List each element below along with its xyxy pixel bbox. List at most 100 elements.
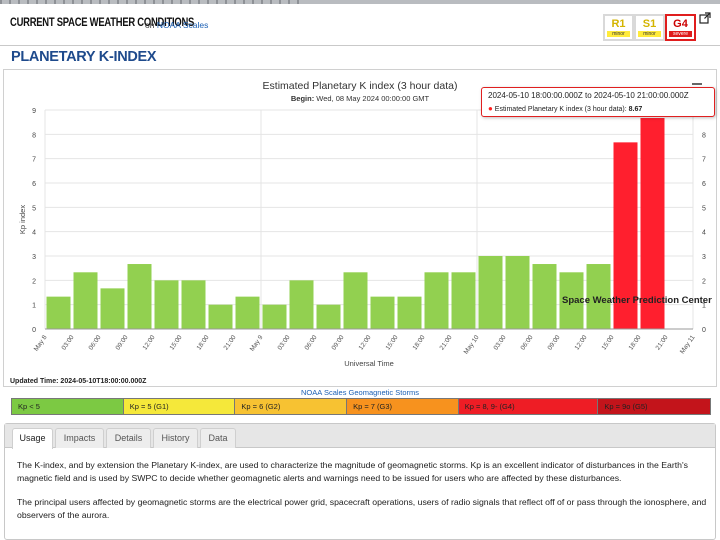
y-tick-label-right: 6 (702, 181, 706, 188)
x-tick-label: May 11 (679, 334, 697, 355)
scale-g4-badge[interactable]: G4 severe (665, 14, 696, 41)
tooltip-series-dot-icon: ● (488, 104, 493, 113)
y-tick-label: 3 (32, 254, 36, 261)
kp-bar[interactable] (289, 280, 314, 329)
kp-bar[interactable] (46, 296, 71, 329)
legend-item: Kp = 7 (G3) (347, 399, 459, 414)
x-tick-label: 18:00 (628, 334, 643, 352)
x-tick-label: 21:00 (223, 334, 238, 352)
page-title: PLANETARY K-INDEX (11, 49, 157, 65)
y-tick-label: 9 (32, 108, 36, 115)
usage-panel: The K-index, and by extension the Planet… (17, 459, 707, 533)
x-tick-label: 21:00 (655, 334, 670, 352)
kp-bar[interactable] (73, 272, 98, 329)
current-conditions-bar: CURRENT SPACE WEATHER CONDITIONS on NOAA… (0, 4, 720, 46)
x-tick-label: 12:00 (574, 334, 589, 352)
kp-bar[interactable] (343, 272, 368, 329)
x-tick-label: 18:00 (196, 334, 211, 352)
info-tabs: Usage Impacts Details History Data The K… (4, 423, 716, 540)
noaa-geomagnetic-scales-link: NOAA Scales Geomagnetic Storms (0, 388, 720, 397)
x-tick-label: 12:00 (142, 334, 157, 352)
scale-s1-word: minor (638, 31, 661, 37)
legend-item: Kp = 5 (G1) (123, 399, 236, 414)
tab-usage[interactable]: Usage (12, 428, 53, 449)
chart-begin-value: Wed, 08 May 2024 00:00:00 GMT (316, 94, 430, 103)
tab-strip: Usage Impacts Details History Data (5, 424, 715, 449)
popout-icon[interactable] (699, 12, 711, 24)
x-tick-label: 06:00 (304, 334, 319, 352)
scale-s1-badge[interactable]: S1 minor (634, 14, 665, 41)
y-tick-label-right: 5 (702, 205, 706, 212)
strip-pattern (0, 0, 300, 4)
chart-begin-label: Begin: (290, 94, 315, 103)
tab-data[interactable]: Data (200, 428, 236, 448)
kp-bar[interactable] (316, 304, 341, 329)
browser-top-strip (0, 0, 720, 4)
kp-bar[interactable] (235, 296, 260, 329)
y-tick-label: 5 (32, 205, 36, 212)
x-tick-label: 09:00 (331, 334, 346, 352)
tab-details[interactable]: Details (106, 428, 151, 448)
scale-g4-level: G4 (673, 18, 688, 30)
legend-item: Kp < 5 (12, 399, 124, 414)
kp-bar[interactable] (424, 272, 449, 329)
kp-bar[interactable] (397, 296, 422, 329)
scale-r1-level: R1 (611, 18, 626, 30)
y-tick-label: 4 (32, 230, 36, 237)
y-tick-label: 1 (32, 303, 36, 310)
kp-chart: 00112233445566778899May 803:0006:0009:00… (18, 108, 706, 368)
storm-scale-legend: Kp < 5 Kp = 5 (G1) Kp = 6 (G2) Kp = 7 (G3) K… (11, 398, 711, 415)
kp-bar[interactable] (262, 304, 287, 329)
y-tick-label-right: 0 (702, 327, 706, 334)
x-axis-title: Universal Time (344, 359, 394, 368)
usage-paragraph-1: The K-index, and by extension the Planet… (17, 460, 688, 483)
x-tick-label: May 10 (463, 334, 481, 356)
chart-begin: Begin: Wed, 08 May 2024 00:00:00 GMT (4, 94, 716, 103)
y-tick-label: 2 (32, 278, 36, 285)
swpc-credit: Space Weather Prediction Center (562, 295, 712, 306)
kp-bar[interactable] (532, 264, 557, 329)
x-tick-label: 15:00 (169, 334, 184, 352)
tab-impacts[interactable]: Impacts (55, 428, 104, 448)
conditions-subtitle: on NOAA Scales (145, 20, 208, 30)
y-tick-label-right: 3 (702, 254, 706, 261)
x-tick-label: 09:00 (115, 334, 130, 352)
kp-bar[interactable] (370, 296, 395, 329)
kp-bar[interactable] (181, 280, 206, 329)
x-tick-label: 21:00 (439, 334, 454, 352)
y-tick-label: 6 (32, 181, 36, 188)
kp-bar[interactable] (586, 264, 611, 329)
legend-item: Kp = 8, 9- (G4) (458, 399, 599, 414)
tooltip-value: 8.67 (628, 106, 643, 113)
scale-r1-badge[interactable]: R1 minor (603, 14, 634, 41)
scales-link-text[interactable]: NOAA Scales Geomagnetic Storms (301, 388, 419, 397)
y-tick-label: 8 (32, 132, 36, 139)
x-tick-label: 03:00 (277, 334, 292, 352)
kp-bar[interactable] (127, 264, 152, 329)
kp-bar[interactable] (559, 272, 584, 329)
kp-bar[interactable] (613, 142, 638, 329)
kp-bar[interactable] (640, 118, 665, 329)
legend-item: Kp = 9o (G5) (598, 399, 711, 414)
y-tick-label-right: 7 (702, 157, 706, 164)
x-tick-label: 18:00 (412, 334, 427, 352)
kp-bar[interactable] (208, 304, 233, 329)
x-tick-label: 03:00 (61, 334, 76, 352)
y-tick-label-right: 8 (702, 132, 706, 139)
kp-bar[interactable] (451, 272, 476, 329)
x-tick-label: May 9 (249, 334, 265, 353)
kp-bar[interactable] (100, 288, 125, 329)
x-tick-label: 09:00 (547, 334, 562, 352)
x-tick-label: 03:00 (493, 334, 508, 352)
noaa-scales-link[interactable]: NOAA Scales (156, 20, 209, 30)
kp-bar[interactable] (478, 256, 503, 329)
tab-history[interactable]: History (153, 428, 198, 448)
tooltip-series: Estimated Planetary K index (3 hour data… (494, 106, 627, 113)
scale-r1-word: minor (607, 31, 630, 37)
kp-bar[interactable] (505, 256, 530, 329)
tooltip-body: ● Estimated Planetary K index (3 hour da… (488, 104, 708, 113)
tooltip-header: 2024-05-10 18:00:00.000Z to 2024-05-10 2… (488, 91, 689, 100)
kp-chart-panel: 00112233445566778899May 803:0006:0009:00… (3, 69, 717, 387)
kp-bar[interactable] (154, 280, 179, 329)
usage-paragraph-2: The principal users affected by geomagne… (17, 497, 707, 520)
